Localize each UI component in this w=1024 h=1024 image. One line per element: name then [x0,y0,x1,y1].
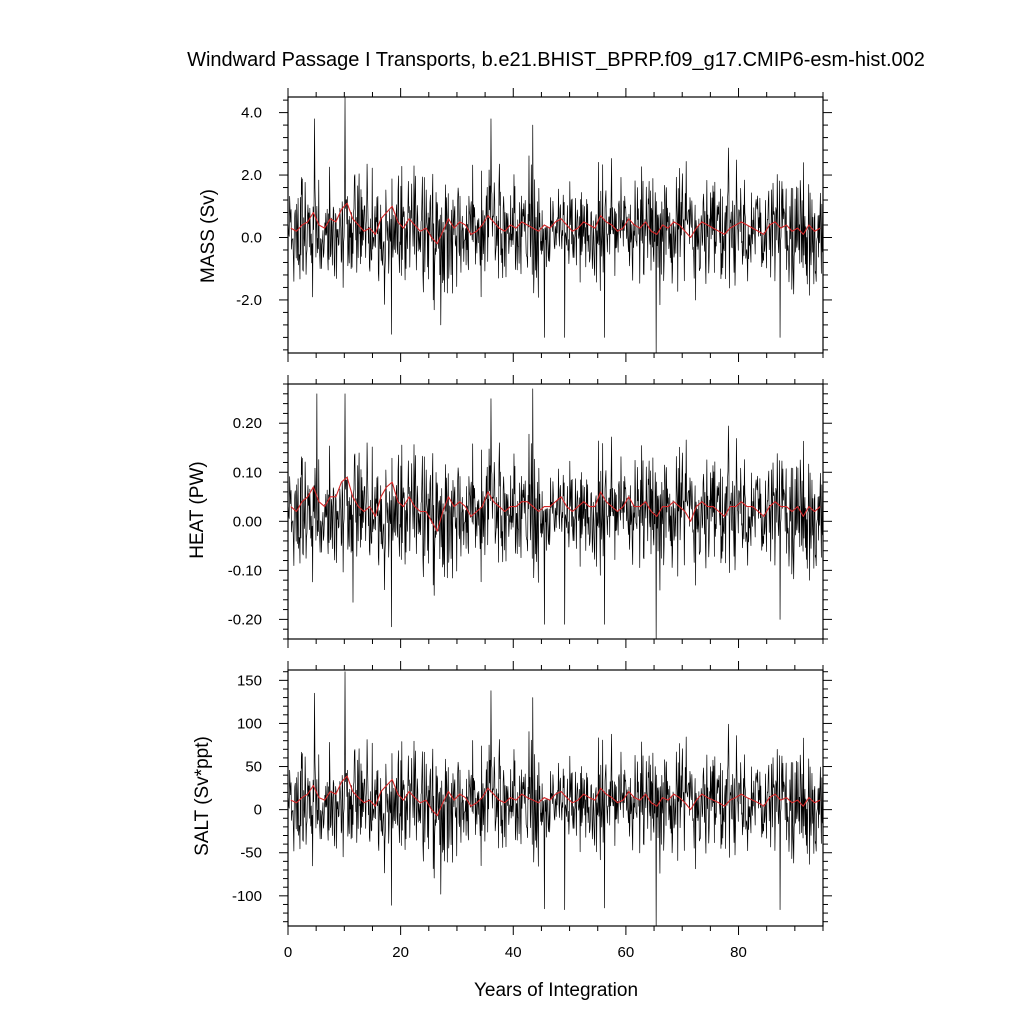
axes-frame-salt [287,669,824,927]
ticks-heat: 0.20 0.10 0.00 -0.10 -0.20 [228,375,832,648]
y-tick-label: -0.10 [228,562,262,579]
ylabel-salt: SALT (Sv*ppt) [192,736,213,856]
ylabel-mass: MASS (Sv) [198,189,219,283]
y-tick-label: 2.0 [241,167,262,184]
y-tick-label: 100 [237,715,262,732]
plot-area-mass [288,97,823,353]
series-annual-mass [290,202,821,245]
y-tick-label: -100 [232,888,262,905]
y-tick-label: 0.00 [233,513,262,530]
ticks-salt: 150 100 50 0 -50 -100 0 20 40 60 80 [232,661,832,961]
y-tick-label: -0.20 [228,611,262,628]
y-tick-label: 0.0 [241,229,262,246]
chart-title: Windward Passage I Transports, b.e21.BHI… [187,49,925,71]
panel-mass: MASS (Sv) 4.0 2.0 0.0 -2.0 [198,88,832,362]
ticks-mass: 4.0 2.0 0.0 -2.0 [236,88,832,362]
y-tick-label: 50 [245,759,262,776]
y-tick-label: 0 [254,802,262,819]
y-tick-label: 4.0 [241,105,262,122]
series-annual-heat [290,476,821,532]
x-tick-label: 80 [730,944,747,961]
panel-heat: HEAT (PW) 0.20 0.10 0.00 -0.10 -0.20 [187,375,832,648]
ylabel-heat: HEAT (PW) [187,461,208,558]
series-monthly-salt [288,671,823,926]
x-tick-label: 60 [618,944,635,961]
y-tick-label: 150 [237,672,262,689]
plot-area-heat [288,388,823,639]
x-tick-label: 20 [392,944,409,961]
x-tick-label: 40 [505,944,522,961]
y-tick-label: 0.10 [233,464,262,481]
y-tick-label: -2.0 [236,292,262,309]
series-annual-salt [290,775,821,817]
plot-area-salt [288,671,823,926]
x-tick-label: 0 [284,944,292,961]
axes-frame-mass [287,96,824,354]
axes-frame-heat [287,383,824,640]
y-tick-label: -50 [240,845,262,862]
x-axis-label: Years of Integration [474,980,638,1001]
series-monthly-mass [288,97,823,353]
panel-salt: SALT (Sv*ppt) 150 100 50 0 -50 -100 0 20 40 60 80 [192,661,832,961]
series-monthly-heat [288,388,823,639]
y-tick-label: 0.20 [233,415,262,432]
